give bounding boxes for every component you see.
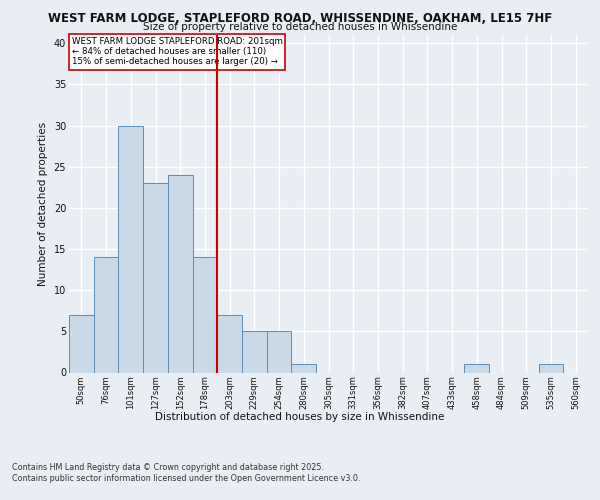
Y-axis label: Number of detached properties: Number of detached properties (38, 122, 48, 286)
Bar (193, 258, 217, 372)
Text: Distribution of detached houses by size in Whissendine: Distribution of detached houses by size … (155, 412, 445, 422)
Text: WEST FARM LODGE, STAPLEFORD ROAD, WHISSENDINE, OAKHAM, LE15 7HF: WEST FARM LODGE, STAPLEFORD ROAD, WHISSE… (48, 12, 552, 26)
Text: Contains HM Land Registry data © Crown copyright and database right 2025.: Contains HM Land Registry data © Crown c… (12, 462, 324, 471)
Bar (69, 315, 94, 372)
Text: Size of property relative to detached houses in Whissendine: Size of property relative to detached ho… (143, 22, 457, 32)
Bar (267, 332, 292, 372)
Text: Contains public sector information licensed under the Open Government Licence v3: Contains public sector information licen… (12, 474, 361, 483)
Bar (292, 364, 316, 372)
Bar (242, 332, 267, 372)
Bar (464, 364, 489, 372)
Bar (217, 315, 242, 372)
Text: WEST FARM LODGE STAPLEFORD ROAD: 201sqm
← 84% of detached houses are smaller (11: WEST FARM LODGE STAPLEFORD ROAD: 201sqm … (71, 36, 283, 66)
Bar (118, 126, 143, 372)
Bar (94, 258, 118, 372)
Bar (539, 364, 563, 372)
Bar (143, 183, 168, 372)
Bar (168, 175, 193, 372)
